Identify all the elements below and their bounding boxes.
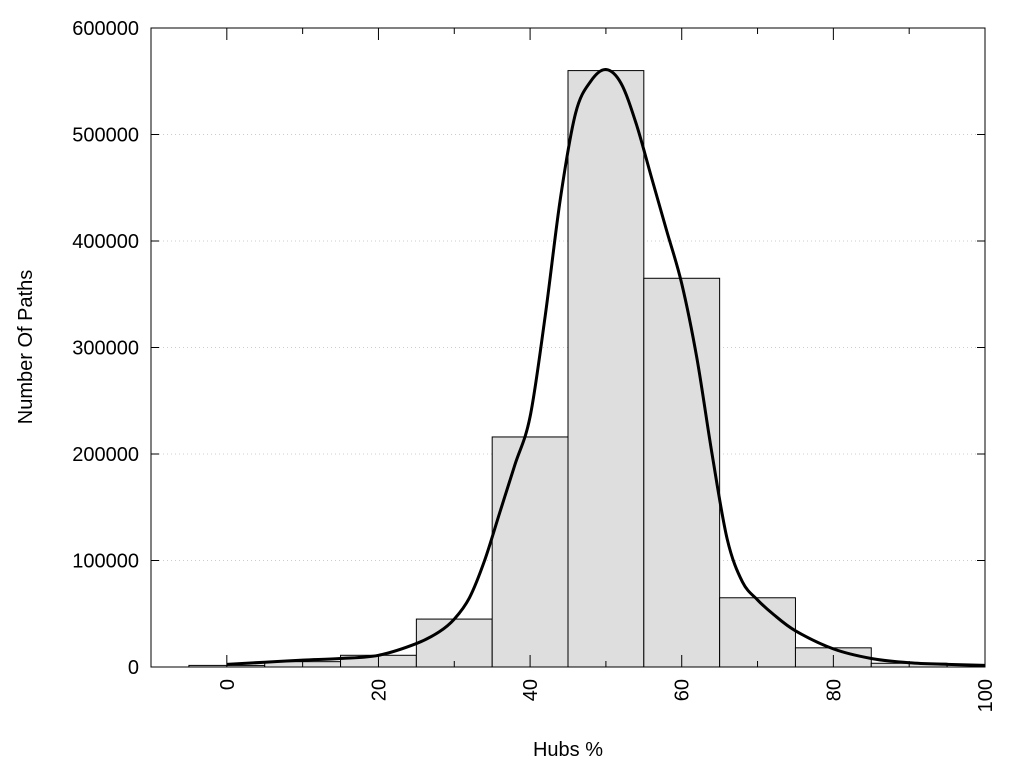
density-curve-group — [226, 68, 986, 667]
y-axis-label: Number Of Paths — [15, 270, 37, 425]
y-tick-label: 200000 — [72, 444, 139, 466]
x-tick-label: 80 — [823, 679, 845, 701]
bar — [491, 436, 569, 668]
y-tick-label: 400000 — [72, 231, 139, 253]
bar — [719, 597, 796, 668]
bar — [567, 70, 645, 668]
x-tick-label: 0 — [217, 679, 239, 690]
x-tick-label: 20 — [368, 679, 390, 701]
y-tick-label: 600000 — [72, 18, 139, 40]
y-tick-label: 0 — [128, 657, 139, 679]
y-tick-label: 100000 — [72, 551, 139, 573]
density-curve — [226, 68, 986, 667]
bar — [415, 618, 493, 668]
y-tick-label: 500000 — [72, 125, 139, 147]
bars — [188, 70, 948, 668]
x-tick-label: 40 — [520, 679, 542, 701]
x-axis-label: Hubs % — [533, 739, 603, 761]
ticks: 0 100000 200000 300000 400000 500000 600000 0 20… — [72, 18, 997, 712]
bar — [643, 277, 721, 668]
y-tick-label: 300000 — [72, 338, 139, 360]
x-tick-label: 100 — [975, 679, 997, 712]
x-tick-label: 60 — [672, 679, 694, 701]
